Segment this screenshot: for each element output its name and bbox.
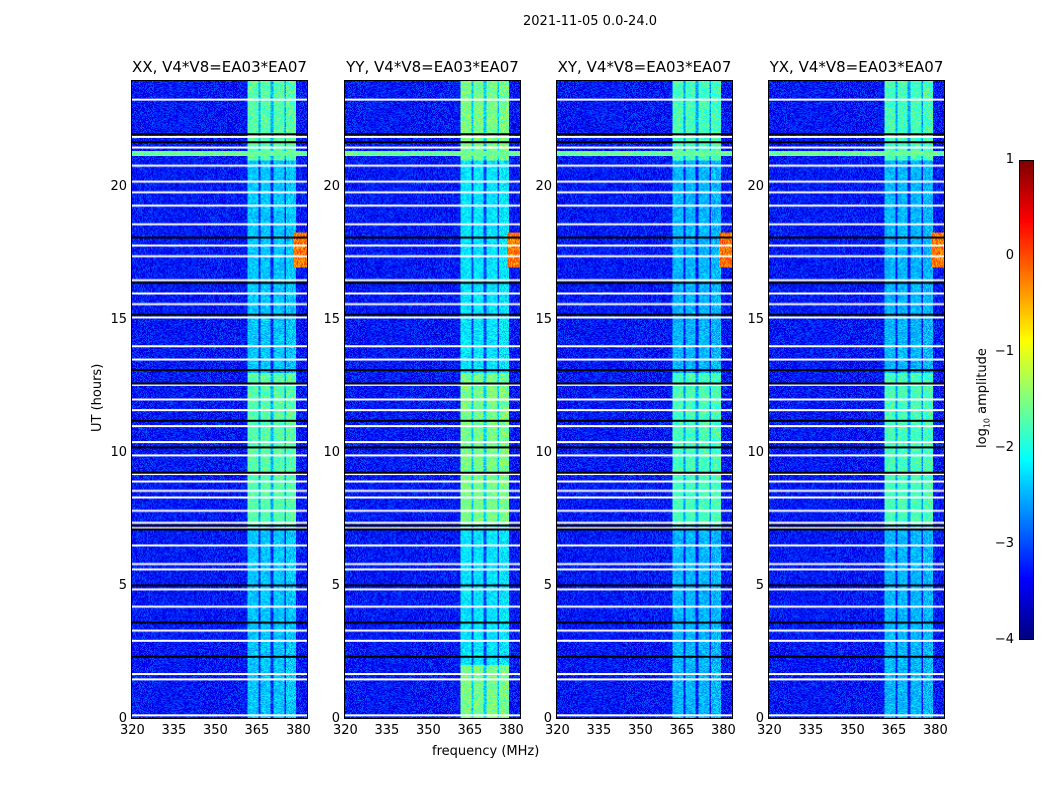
heatmap-cells — [769, 81, 944, 718]
y-tick-label: 20 — [110, 178, 127, 194]
y-tick-label: 10 — [747, 444, 764, 460]
y-tick-label: 5 — [118, 577, 127, 593]
y-axis-label: UT (hours) — [90, 363, 105, 432]
panel-title: XY, V4*V8=EA03*EA07 — [557, 58, 732, 76]
colorbar-tick-label: −3 — [994, 536, 1014, 551]
panel-title: YY, V4*V8=EA03*EA07 — [346, 58, 519, 76]
figure-title: 2021-11-05 0.0-24.0 — [523, 14, 657, 29]
x-tick-label: 335 — [374, 723, 400, 738]
x-tick-label: 350 — [627, 723, 653, 738]
x-tick-label: 350 — [839, 723, 865, 738]
y-tick-label: 20 — [535, 178, 552, 194]
x-tick-label: 320 — [757, 723, 782, 738]
y-tick-label: 20 — [747, 178, 764, 194]
heatmap-cells — [557, 81, 732, 718]
colorbar — [1019, 160, 1034, 640]
x-tick-label: 335 — [798, 723, 824, 738]
x-tick-label: 365 — [669, 723, 695, 738]
x-tick-label: 380 — [922, 723, 948, 738]
x-tick-label: 335 — [586, 723, 612, 738]
x-tick-label: 320 — [120, 723, 145, 738]
heatmap-panel — [131, 80, 308, 719]
y-tick-label: 15 — [747, 311, 764, 327]
x-tick-label: 335 — [161, 723, 187, 738]
heatmap-panel — [556, 80, 733, 719]
y-tick-label: 5 — [331, 577, 340, 593]
y-tick-label: 0 — [755, 711, 764, 726]
x-tick-label: 380 — [498, 723, 524, 738]
y-tick-label: 0 — [118, 711, 127, 726]
heatmap-panel — [344, 80, 521, 719]
colorbar-label: log10 amplitude — [975, 348, 992, 448]
y-tick-label: 15 — [323, 311, 340, 327]
y-tick-label: 10 — [323, 444, 340, 460]
y-tick-label: 10 — [535, 444, 552, 460]
panel-title: XX, V4*V8=EA03*EA07 — [132, 58, 307, 76]
heatmap-cells — [132, 81, 307, 718]
x-tick-label: 350 — [415, 723, 441, 738]
colorbar-tick-label: 1 — [1005, 152, 1014, 167]
x-tick-label: 380 — [710, 723, 736, 738]
heatmap-cells — [345, 81, 520, 718]
x-axis-label: frequency (MHz) — [432, 744, 540, 759]
colorbar-tick-label: −2 — [994, 440, 1014, 455]
x-tick-label: 350 — [202, 723, 228, 738]
colorbar-tick-label: −4 — [994, 632, 1014, 647]
x-tick-label: 380 — [285, 723, 311, 738]
y-tick-label: 20 — [323, 178, 340, 194]
y-tick-label: 15 — [535, 311, 552, 327]
y-tick-label: 0 — [331, 711, 340, 726]
y-tick-label: 15 — [110, 311, 127, 327]
x-tick-label: 365 — [881, 723, 907, 738]
x-tick-label: 320 — [333, 723, 358, 738]
colorbar-tick-label: 0 — [1005, 248, 1014, 263]
heatmap-panel — [768, 80, 945, 719]
colorbar-tick-label: −1 — [994, 344, 1014, 359]
x-tick-label: 365 — [457, 723, 483, 738]
x-tick-label: 320 — [545, 723, 570, 738]
y-tick-label: 0 — [543, 711, 552, 726]
y-tick-label: 5 — [543, 577, 552, 593]
panel-title: YX, V4*V8=EA03*EA07 — [769, 58, 944, 76]
y-tick-label: 5 — [755, 577, 764, 593]
y-tick-label: 10 — [110, 444, 127, 460]
x-tick-label: 365 — [244, 723, 270, 738]
